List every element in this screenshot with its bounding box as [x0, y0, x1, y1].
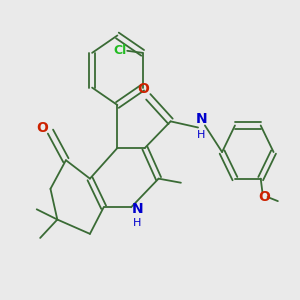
Text: H: H	[197, 130, 206, 140]
Text: N: N	[196, 112, 207, 126]
Text: O: O	[137, 82, 149, 96]
Text: Cl: Cl	[114, 44, 127, 57]
Text: N: N	[131, 202, 143, 216]
Text: O: O	[258, 190, 270, 204]
Text: H: H	[133, 218, 142, 228]
Text: O: O	[36, 121, 48, 134]
